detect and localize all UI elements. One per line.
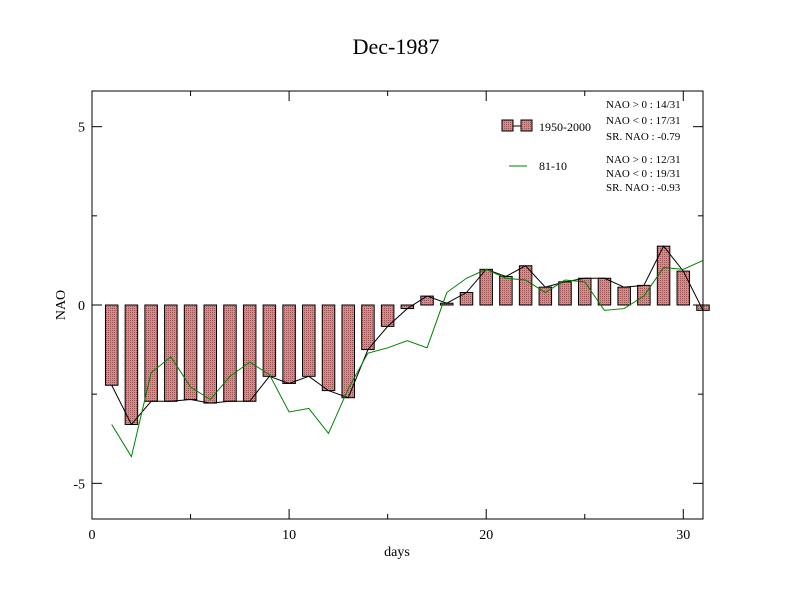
bar-day-11 <box>302 304 316 377</box>
bar-day-12 <box>321 304 336 392</box>
chart-title: Dec-1987 <box>353 34 440 59</box>
y-tick-label: -5 <box>73 477 85 492</box>
bar-day-26 <box>597 277 612 306</box>
x-tick-label: 30 <box>676 528 690 543</box>
bars-layer <box>104 245 710 425</box>
series-81-10-line <box>111 259 704 458</box>
ticks-layer: 0 10 20 30 -5 0 5 <box>73 91 703 543</box>
stat-1950-positive: NAO > 0 : 14/31 <box>606 99 681 111</box>
x-tick-label: 0 <box>89 528 96 543</box>
bar-day-30 <box>676 270 691 306</box>
x-tick-label: 20 <box>479 528 493 543</box>
bar-day-4 <box>164 304 178 402</box>
bar-day-24 <box>558 281 572 306</box>
stat-1950-negative: NAO < 0 : 17/31 <box>606 115 681 127</box>
bar-day-21 <box>499 275 513 306</box>
bar-day-13 <box>341 304 355 399</box>
stat-8110-positive: NAO > 0 : 12/31 <box>606 154 681 166</box>
bar-day-7 <box>223 304 237 402</box>
legend-bar-swatch-right <box>520 119 533 132</box>
lines-layer <box>111 245 704 458</box>
y-axis-label: NAO <box>54 290 69 320</box>
legend-bar-swatch-left <box>501 119 514 132</box>
bar-day-2 <box>124 304 139 425</box>
legend-bar-label: 1950-2000 <box>539 120 591 134</box>
stat-1950-sr: SR. NAO : -0.79 <box>606 131 681 143</box>
series-1950-2000-line <box>111 245 704 426</box>
bar-day-28 <box>637 284 651 306</box>
bar-day-6 <box>203 304 218 404</box>
bar-day-10 <box>282 304 296 384</box>
stat-8110-negative: NAO < 0 : 19/31 <box>606 168 681 180</box>
bar-day-9 <box>262 304 277 377</box>
bar-day-22 <box>518 265 533 306</box>
bar-day-3 <box>144 304 158 402</box>
bar-day-14 <box>361 304 375 351</box>
stat-8110-sr: SR. NAO : -0.93 <box>606 182 681 194</box>
bar-day-1 <box>104 304 119 386</box>
legend-line-label: 81-10 <box>539 159 567 173</box>
bar-day-27 <box>617 286 631 306</box>
x-axis-label: days <box>384 545 410 560</box>
stats-block: NAO > 0 : 14/31 NAO < 0 : 17/31 SR. NAO … <box>606 99 681 194</box>
bar-day-5 <box>183 304 198 401</box>
y-tick-label: 0 <box>78 299 85 314</box>
bar-day-15 <box>380 304 395 327</box>
x-tick-label: 10 <box>282 528 296 543</box>
bar-day-8 <box>242 304 257 402</box>
legend: 1950-2000 81-10 <box>501 119 591 173</box>
y-tick-label: 5 <box>78 121 85 136</box>
